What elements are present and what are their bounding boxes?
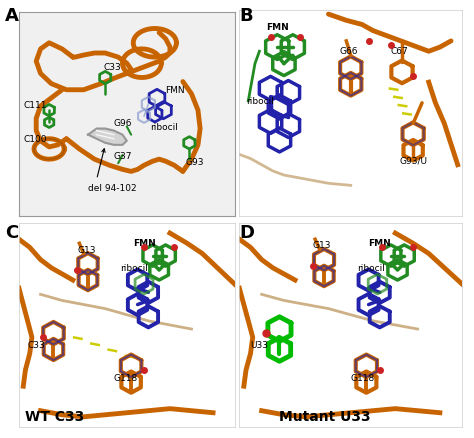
Text: G118: G118 — [114, 373, 138, 382]
Text: D: D — [239, 223, 255, 241]
Text: FMN: FMN — [266, 22, 289, 32]
Text: B: B — [239, 7, 253, 25]
Text: FMN: FMN — [369, 239, 392, 248]
Text: ribocil: ribocil — [357, 263, 385, 272]
Text: ribocil: ribocil — [246, 97, 274, 106]
Text: G118: G118 — [351, 373, 375, 382]
Text: G66: G66 — [339, 47, 358, 56]
Text: C: C — [5, 223, 18, 241]
Text: C111: C111 — [23, 100, 47, 110]
Text: G93/U: G93/U — [400, 156, 428, 165]
Polygon shape — [88, 129, 127, 145]
Text: G96: G96 — [114, 119, 132, 127]
Text: C100: C100 — [23, 135, 47, 144]
Text: C33: C33 — [103, 63, 121, 72]
Text: FMN: FMN — [133, 239, 156, 248]
Text: U33: U33 — [250, 341, 268, 350]
Text: del 94-102: del 94-102 — [88, 184, 137, 193]
Text: A: A — [5, 7, 18, 25]
Text: FMN: FMN — [165, 85, 185, 95]
Text: Mutant U33: Mutant U33 — [280, 409, 371, 423]
Text: G37: G37 — [114, 151, 132, 160]
Text: ribocil: ribocil — [151, 123, 178, 132]
Text: ribocil: ribocil — [120, 263, 148, 272]
Text: G13: G13 — [313, 241, 331, 250]
Text: G93: G93 — [185, 157, 203, 166]
Text: C33: C33 — [27, 341, 46, 350]
Text: G13: G13 — [77, 245, 96, 254]
Text: WT C33: WT C33 — [26, 409, 85, 423]
Text: C67: C67 — [391, 47, 409, 56]
